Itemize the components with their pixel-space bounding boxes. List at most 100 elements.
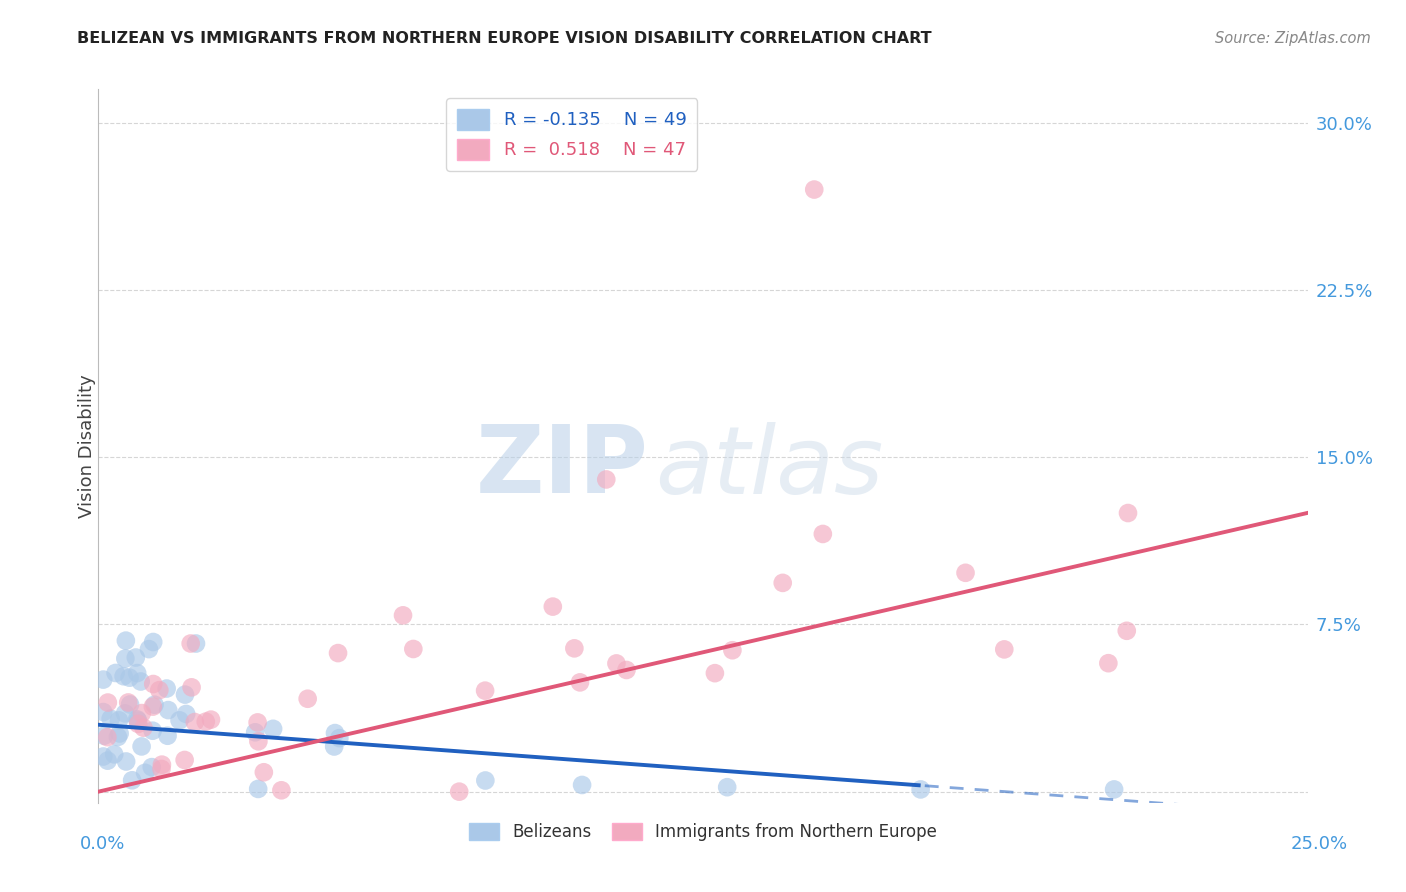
Point bbox=[910, 782, 932, 797]
Point bbox=[91, 749, 114, 764]
Point bbox=[474, 683, 496, 698]
Point bbox=[103, 747, 125, 762]
Point bbox=[114, 651, 136, 665]
Point bbox=[569, 675, 592, 690]
Point bbox=[125, 650, 148, 665]
Point bbox=[243, 725, 266, 739]
Point bbox=[262, 722, 284, 736]
Point bbox=[1102, 782, 1125, 797]
Text: 25.0%: 25.0% bbox=[1291, 835, 1347, 853]
Point bbox=[323, 726, 346, 740]
Point bbox=[156, 681, 179, 696]
Point bbox=[993, 642, 1015, 657]
Point bbox=[104, 665, 127, 680]
Point bbox=[571, 778, 593, 792]
Point bbox=[184, 636, 207, 650]
Point bbox=[247, 781, 270, 796]
Point bbox=[772, 575, 794, 590]
Point bbox=[297, 691, 319, 706]
Point bbox=[392, 608, 415, 623]
Point bbox=[96, 730, 118, 744]
Point bbox=[141, 760, 163, 774]
Point bbox=[129, 674, 152, 689]
Point bbox=[142, 723, 165, 738]
Point bbox=[247, 734, 270, 748]
Point bbox=[112, 669, 135, 683]
Point bbox=[1116, 506, 1139, 520]
Point bbox=[323, 739, 346, 754]
Point bbox=[127, 712, 149, 726]
Point bbox=[595, 472, 617, 486]
Point bbox=[328, 731, 350, 745]
Point bbox=[148, 683, 170, 698]
Point bbox=[157, 703, 180, 717]
Text: Source: ZipAtlas.com: Source: ZipAtlas.com bbox=[1215, 31, 1371, 46]
Point bbox=[93, 729, 115, 743]
Point bbox=[142, 677, 165, 691]
Point bbox=[194, 714, 217, 729]
Point bbox=[174, 688, 197, 702]
Point bbox=[474, 773, 496, 788]
Point bbox=[716, 780, 738, 795]
Point bbox=[132, 721, 155, 735]
Point bbox=[108, 726, 131, 740]
Point bbox=[115, 633, 138, 648]
Point bbox=[326, 646, 349, 660]
Legend: Belizeans, Immigrants from Northern Europe: Belizeans, Immigrants from Northern Euro… bbox=[463, 816, 943, 848]
Point bbox=[180, 681, 202, 695]
Text: 0.0%: 0.0% bbox=[80, 835, 125, 853]
Point bbox=[97, 754, 120, 768]
Point bbox=[605, 657, 627, 671]
Point bbox=[174, 706, 197, 721]
Point bbox=[131, 739, 153, 754]
Point bbox=[200, 713, 222, 727]
Point bbox=[120, 698, 142, 712]
Point bbox=[131, 706, 153, 720]
Point bbox=[127, 717, 149, 731]
Point bbox=[703, 666, 725, 681]
Point bbox=[564, 641, 586, 656]
Point bbox=[107, 730, 129, 744]
Point bbox=[246, 715, 269, 730]
Point bbox=[143, 698, 166, 712]
Point bbox=[91, 673, 114, 687]
Text: ZIP: ZIP bbox=[475, 421, 648, 514]
Point bbox=[127, 714, 149, 728]
Point bbox=[616, 663, 638, 677]
Point bbox=[115, 755, 138, 769]
Point bbox=[91, 705, 114, 719]
Point bbox=[803, 182, 825, 196]
Point bbox=[184, 714, 207, 729]
Y-axis label: Vision Disability: Vision Disability bbox=[79, 374, 96, 518]
Point bbox=[100, 712, 122, 726]
Point bbox=[117, 696, 139, 710]
Text: BELIZEAN VS IMMIGRANTS FROM NORTHERN EUROPE VISION DISABILITY CORRELATION CHART: BELIZEAN VS IMMIGRANTS FROM NORTHERN EUR… bbox=[77, 31, 932, 46]
Point bbox=[142, 699, 165, 714]
Point bbox=[118, 671, 141, 685]
Point bbox=[402, 642, 425, 657]
Point bbox=[449, 785, 471, 799]
Point bbox=[108, 714, 131, 728]
Point bbox=[721, 643, 744, 657]
Point bbox=[142, 635, 165, 649]
Point bbox=[270, 783, 292, 797]
Point bbox=[127, 666, 149, 681]
Point bbox=[1097, 656, 1119, 670]
Point bbox=[173, 753, 195, 767]
Point bbox=[150, 757, 173, 772]
Point bbox=[169, 714, 191, 728]
Point bbox=[811, 527, 834, 541]
Text: atlas: atlas bbox=[655, 422, 883, 513]
Point bbox=[134, 765, 156, 780]
Point bbox=[97, 696, 120, 710]
Point bbox=[156, 729, 179, 743]
Point bbox=[541, 599, 564, 614]
Point bbox=[138, 642, 160, 657]
Point bbox=[955, 566, 977, 580]
Point bbox=[253, 765, 276, 780]
Point bbox=[150, 762, 173, 776]
Point bbox=[114, 706, 136, 721]
Point bbox=[180, 636, 202, 650]
Point bbox=[1115, 624, 1137, 638]
Point bbox=[121, 773, 143, 788]
